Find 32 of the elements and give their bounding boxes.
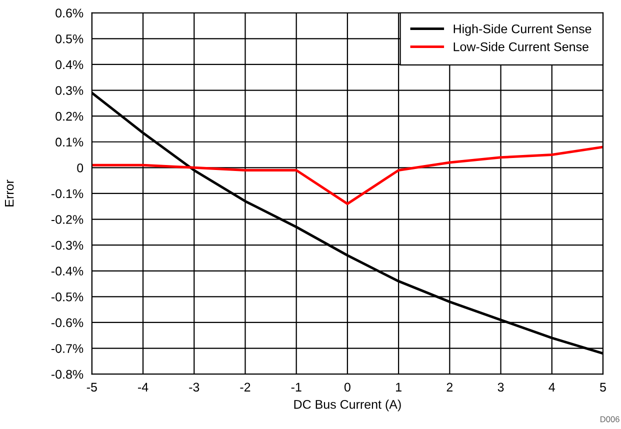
text: D006 xyxy=(600,416,620,422)
x-tick-label: 3 xyxy=(498,382,504,392)
legend-label: Low-Side Current Sense xyxy=(454,42,588,52)
x-tick-label: 2 xyxy=(446,382,453,392)
y-tick-label: -0.6% xyxy=(51,318,84,328)
y-tick-label: -0.4% xyxy=(51,266,84,276)
y-tick-label: 0.2% xyxy=(56,112,84,121)
y-tick-label: -0.1% xyxy=(51,189,84,198)
x-tick-label: -4 xyxy=(138,382,148,392)
x-tick-label: -3 xyxy=(189,382,200,392)
y-tick-label: 0 xyxy=(77,163,84,172)
x-tick-label: 5 xyxy=(600,382,606,392)
x-tick-label: 1 xyxy=(396,382,402,392)
x-tick-label: -2 xyxy=(240,382,250,392)
y-tick-label: -0.2% xyxy=(51,215,84,224)
y-tick-label: 0.3% xyxy=(56,86,84,95)
line-series xyxy=(92,146,603,206)
y-tick-label: -0.7% xyxy=(51,344,84,353)
y-tick-label: 0.4% xyxy=(56,60,84,70)
y-tick-label: 0.5% xyxy=(56,34,84,44)
x-tick-label: -1 xyxy=(291,382,302,392)
x-axis-title: DC Bus Current (A) xyxy=(294,400,401,412)
x-tick-label: 0 xyxy=(344,382,350,392)
y-axis-title: Error xyxy=(5,180,14,206)
y-tick-label: -0.8% xyxy=(51,370,84,379)
y-tick-label: 0.1% xyxy=(56,138,84,147)
y-tick-label: 0.6% xyxy=(56,8,84,18)
x-tick-label: 4 xyxy=(548,382,555,392)
legend-label: High-Side Current Sense xyxy=(454,24,592,36)
x-tick-label: -5 xyxy=(86,382,97,392)
y-tick-label: -0.3% xyxy=(51,240,84,250)
y-tick-label: -0.5% xyxy=(51,292,84,302)
